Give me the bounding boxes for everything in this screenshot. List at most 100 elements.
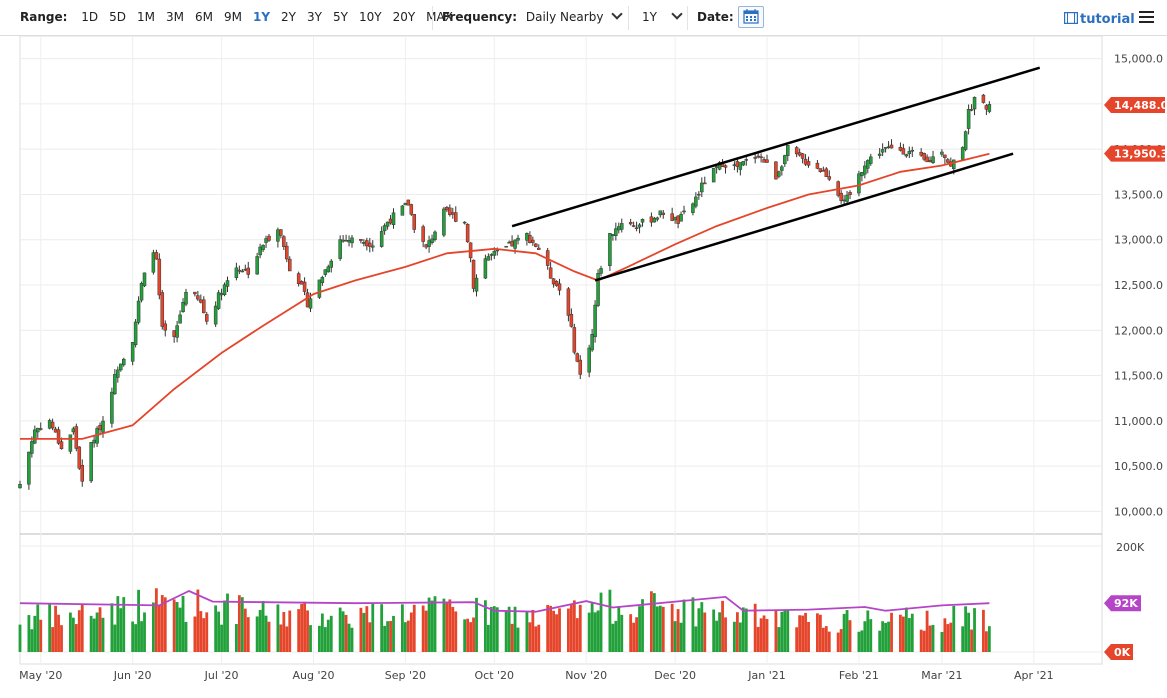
volume-bar [276, 604, 280, 652]
volume-bar [922, 630, 926, 652]
volume-bar [738, 622, 742, 652]
range-button-3y[interactable]: 3Y [307, 10, 322, 24]
candle-body [943, 154, 947, 158]
candle-body [661, 212, 666, 215]
volume-bar [178, 607, 182, 652]
volume-bar [890, 612, 893, 652]
range-button-20y[interactable]: 20Y [392, 10, 416, 24]
volume-bar [863, 621, 867, 652]
hamburger-menu-icon[interactable] [1139, 11, 1154, 23]
volume-bar [904, 607, 908, 652]
volume-bar [202, 618, 206, 652]
volume-bar [193, 616, 197, 652]
volume-bar [528, 622, 532, 652]
range-button-1y[interactable]: 1Y [253, 10, 271, 24]
range-button-2y[interactable]: 2Y [281, 10, 297, 24]
candle-body [409, 204, 414, 215]
volume-bar [816, 613, 819, 652]
range-button-10y[interactable]: 10Y [358, 10, 382, 24]
volume-average-line [19, 590, 990, 613]
volume-bar [593, 612, 597, 652]
volume-bar [869, 619, 873, 652]
candle-body [987, 104, 992, 112]
candle-body [617, 226, 621, 231]
volume-bar [137, 589, 140, 652]
candle-body [53, 428, 58, 433]
volume-bar [359, 607, 363, 652]
volume-bar [652, 593, 656, 652]
volume-bar [804, 612, 807, 652]
volume-bar [555, 614, 558, 652]
volume-bar [578, 604, 582, 652]
volume-bar [338, 607, 342, 652]
candle-body [362, 242, 366, 244]
moving-average-badge: 13,950.3 [1104, 145, 1167, 162]
volume-bar [217, 611, 221, 652]
volume-bar [341, 611, 345, 652]
candle-body [608, 233, 612, 266]
candle-body [371, 245, 375, 248]
candle-body [365, 240, 369, 247]
volume-bar [347, 623, 351, 652]
period-dropdown[interactable]: 1Y [642, 0, 683, 36]
price-tick-label: 12,500.0 [1114, 279, 1163, 292]
candle-body [193, 291, 197, 295]
volume-bar [77, 610, 81, 652]
candle-body [68, 434, 73, 452]
candle-body [652, 218, 657, 223]
range-button-1m[interactable]: 1M [137, 10, 155, 24]
volume-bar [632, 622, 636, 652]
range-button-5d[interactable]: 5D [109, 10, 126, 24]
range-button-9m[interactable]: 9M [224, 10, 242, 24]
candle-body [679, 214, 683, 222]
time-tick-label: Feb '21 [839, 669, 879, 682]
volume-bar [735, 612, 739, 652]
volume-bar [744, 608, 748, 652]
candle-body [133, 321, 138, 346]
candle-body [700, 182, 704, 193]
candle-body [368, 242, 372, 247]
candle-body [794, 147, 799, 155]
candle-body [969, 109, 974, 111]
range-button-6m[interactable]: 6M [195, 10, 213, 24]
candle-body [205, 314, 209, 322]
toolbar-divider [628, 6, 629, 30]
candle-body [658, 210, 663, 216]
range-button-5y[interactable]: 5Y [332, 10, 348, 24]
candle-body [382, 225, 387, 232]
volume-bar [910, 613, 914, 652]
tutorial-link[interactable]: tutorial [1064, 0, 1135, 36]
candle-body [783, 155, 787, 165]
candle-body [756, 155, 760, 158]
volume-bar [267, 621, 271, 652]
candle-body [628, 222, 633, 225]
candle-body [178, 314, 182, 324]
time-tick-label: May '20 [19, 669, 62, 682]
volume-bar [961, 626, 965, 652]
volume-bar [243, 608, 247, 652]
candle-body [694, 196, 698, 207]
volume-bar [80, 604, 84, 652]
frequency-dropdown[interactable]: Daily Nearby [526, 8, 624, 24]
volume-bar [970, 629, 973, 652]
candle-body [406, 199, 411, 206]
volume-bar [495, 607, 499, 652]
volume-bar [475, 597, 478, 652]
date-picker-button[interactable] [738, 6, 764, 28]
candle-body [175, 325, 179, 338]
candle-body [963, 131, 968, 150]
volume-bar [650, 591, 653, 652]
volume-bar [57, 614, 60, 652]
volume-bar [205, 612, 209, 652]
volume-bar [516, 627, 520, 652]
volume-bar [285, 626, 289, 652]
volume-bar [160, 595, 164, 652]
volume-bar [95, 612, 99, 652]
volume-bar [780, 611, 784, 652]
volume-bar [235, 624, 238, 652]
range-button-3m[interactable]: 3M [166, 10, 184, 24]
price-chart[interactable]: 10,000.0 10,500.0 11,000.0 11,500.0 12,000.0… [0, 36, 1167, 698]
range-button-1d[interactable]: 1D [81, 10, 99, 24]
volume-bar [445, 602, 449, 652]
candle-body [39, 428, 43, 430]
